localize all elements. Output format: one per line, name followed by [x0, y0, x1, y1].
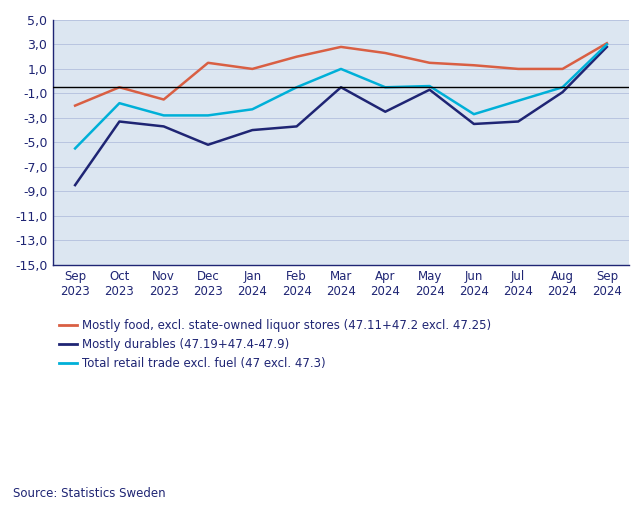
Legend: Mostly food, excl. state-owned liquor stores (47.11+47.2 excl. 47.25), Mostly du: Mostly food, excl. state-owned liquor st… [59, 320, 491, 370]
Text: Source: Statistics Sweden: Source: Statistics Sweden [13, 487, 166, 500]
